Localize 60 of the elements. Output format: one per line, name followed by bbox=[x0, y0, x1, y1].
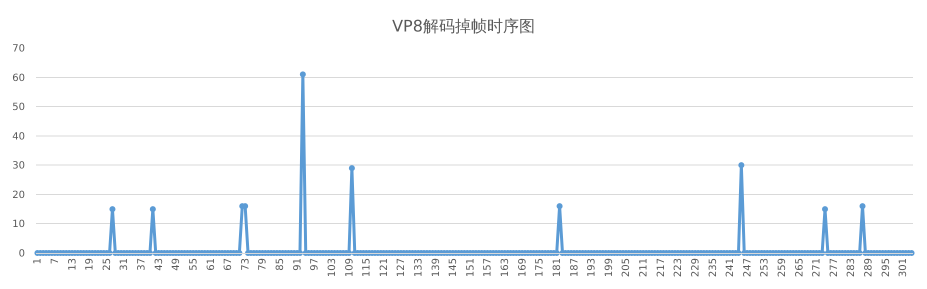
x-tick-label: 163 bbox=[500, 258, 512, 278]
x-tick-label: 229 bbox=[690, 258, 702, 278]
x-tick-label: 223 bbox=[673, 258, 684, 278]
x-tick-label: 31 bbox=[119, 258, 130, 271]
x-tick-label: 109 bbox=[344, 258, 356, 278]
x-tick-label: 67 bbox=[223, 258, 234, 271]
y-tick-label: 70 bbox=[12, 44, 25, 54]
x-tick-label: 49 bbox=[171, 258, 182, 271]
x-tick-label: 79 bbox=[258, 258, 269, 271]
y-tick-label: 0 bbox=[18, 248, 25, 260]
x-tick-label: 301 bbox=[898, 258, 910, 278]
x-tick-label: 199 bbox=[604, 258, 615, 278]
x-tick-label: 241 bbox=[725, 258, 736, 278]
x-tick-label: 61 bbox=[206, 258, 217, 271]
x-tick-label: 211 bbox=[638, 258, 650, 278]
x-tick-label: 19 bbox=[84, 258, 96, 271]
x-tick-label: 85 bbox=[275, 258, 286, 271]
x-tick-label: 91 bbox=[292, 258, 304, 271]
x-tick-label: 175 bbox=[534, 258, 546, 278]
x-tick-label: 235 bbox=[708, 258, 719, 278]
x-tick-label: 169 bbox=[517, 258, 528, 278]
x-tick-label: 277 bbox=[828, 258, 840, 278]
x-tick-label: 25 bbox=[102, 258, 113, 271]
x-tick-label: 217 bbox=[656, 258, 667, 278]
y-tick-label: 10 bbox=[12, 219, 25, 230]
x-tick-label: 127 bbox=[396, 258, 408, 278]
x-tick-label: 7 bbox=[50, 258, 61, 264]
y-tick-label: 60 bbox=[12, 72, 25, 84]
x-tick-label: 193 bbox=[586, 258, 598, 278]
x-tick-label: 43 bbox=[154, 258, 165, 271]
x-tick-label: 271 bbox=[812, 258, 823, 278]
x-tick-label: 157 bbox=[482, 258, 494, 278]
x-tick-label: 205 bbox=[621, 258, 632, 278]
y-tick-label: 20 bbox=[12, 190, 25, 201]
x-tick-label: 13 bbox=[67, 258, 78, 271]
x-tick-label: 265 bbox=[794, 258, 806, 278]
y-tick-label: 30 bbox=[12, 160, 25, 172]
x-tick-label: 253 bbox=[760, 258, 771, 278]
x-tick-label: 115 bbox=[362, 258, 373, 278]
x-tick-label: 145 bbox=[448, 258, 460, 278]
x-tick-label: 97 bbox=[310, 258, 321, 271]
x-tick-label: 1 bbox=[32, 258, 44, 264]
chart-title: VP8解码掉帧时序图 bbox=[392, 16, 535, 36]
x-tick-label: 121 bbox=[378, 258, 390, 278]
y-tick-label: 50 bbox=[12, 102, 25, 114]
x-tick-label: 247 bbox=[742, 258, 754, 278]
x-tick-label: 139 bbox=[430, 258, 442, 278]
x-tick-label: 133 bbox=[414, 258, 424, 278]
x-tick-label: 289 bbox=[864, 258, 875, 278]
x-tick-label: 55 bbox=[188, 258, 200, 271]
x-tick-label: 295 bbox=[880, 258, 892, 278]
x-tick-label: 181 bbox=[552, 258, 563, 278]
x-tick-label: 187 bbox=[569, 258, 580, 278]
x-tick-label: 37 bbox=[136, 258, 148, 271]
x-tick-label: 151 bbox=[465, 258, 476, 278]
x-tick-label: 73 bbox=[240, 258, 252, 271]
x-tick-label: 259 bbox=[776, 258, 788, 278]
x-tick-label: 103 bbox=[326, 258, 338, 278]
y-tick-label: 40 bbox=[12, 131, 25, 142]
x-tick-label: 283 bbox=[846, 258, 858, 278]
